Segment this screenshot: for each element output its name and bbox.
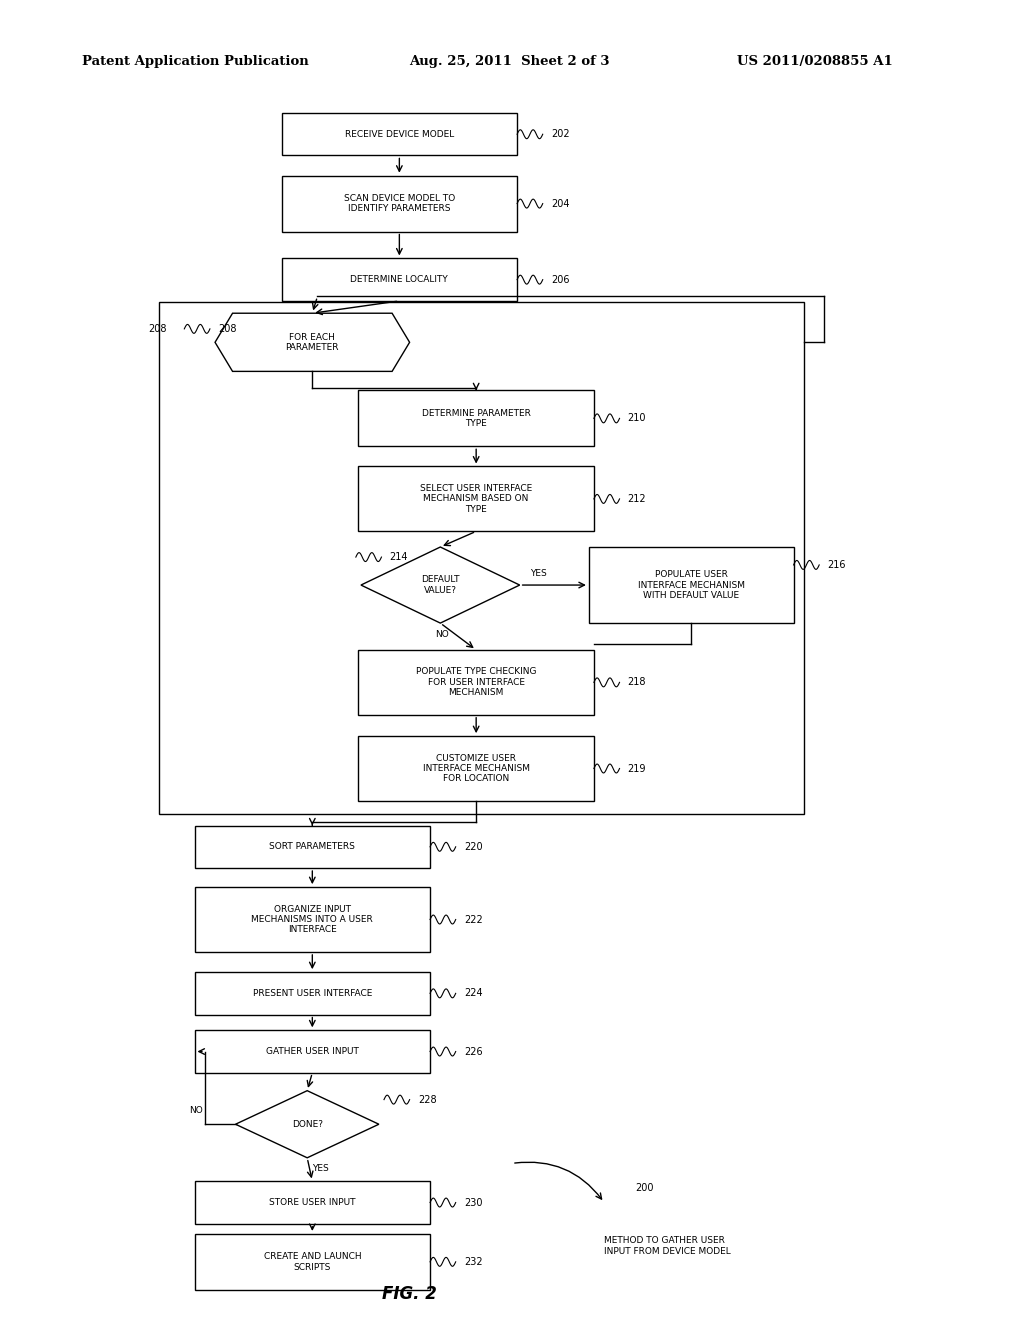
Text: DEFAULT
VALUE?: DEFAULT VALUE? <box>421 576 460 595</box>
FancyBboxPatch shape <box>282 259 517 301</box>
Polygon shape <box>236 1090 379 1158</box>
Text: NO: NO <box>435 630 449 639</box>
Text: 210: 210 <box>628 413 646 424</box>
FancyBboxPatch shape <box>358 737 594 801</box>
Text: CUSTOMIZE USER
INTERFACE MECHANISM
FOR LOCATION: CUSTOMIZE USER INTERFACE MECHANISM FOR L… <box>423 754 529 783</box>
Text: 222: 222 <box>464 915 482 924</box>
Text: GATHER USER INPUT: GATHER USER INPUT <box>266 1047 358 1056</box>
FancyBboxPatch shape <box>358 649 594 715</box>
Text: 202: 202 <box>551 129 569 139</box>
Text: 212: 212 <box>628 494 646 504</box>
FancyBboxPatch shape <box>195 972 430 1015</box>
Text: STORE USER INPUT: STORE USER INPUT <box>269 1199 355 1206</box>
Text: 214: 214 <box>389 552 409 562</box>
Text: SORT PARAMETERS: SORT PARAMETERS <box>269 842 355 851</box>
Text: NO: NO <box>189 1106 203 1115</box>
Text: 206: 206 <box>551 275 569 285</box>
FancyBboxPatch shape <box>195 1181 430 1224</box>
Text: 224: 224 <box>464 989 482 998</box>
Text: 218: 218 <box>628 677 646 688</box>
Text: POPULATE USER
INTERFACE MECHANISM
WITH DEFAULT VALUE: POPULATE USER INTERFACE MECHANISM WITH D… <box>638 570 744 601</box>
Text: YES: YES <box>312 1164 329 1173</box>
FancyBboxPatch shape <box>589 546 794 623</box>
FancyBboxPatch shape <box>195 1031 430 1073</box>
FancyBboxPatch shape <box>282 114 517 156</box>
Text: 200: 200 <box>635 1183 653 1193</box>
Text: PRESENT USER INTERFACE: PRESENT USER INTERFACE <box>253 989 372 998</box>
Text: 208: 208 <box>148 323 167 334</box>
FancyBboxPatch shape <box>282 176 517 231</box>
Polygon shape <box>360 546 519 623</box>
Text: SCAN DEVICE MODEL TO
IDENTIFY PARAMETERS: SCAN DEVICE MODEL TO IDENTIFY PARAMETERS <box>344 194 455 214</box>
Text: 204: 204 <box>551 198 569 209</box>
Text: 216: 216 <box>827 560 846 570</box>
Text: 232: 232 <box>464 1257 482 1267</box>
Text: DONE?: DONE? <box>292 1119 323 1129</box>
Text: FIG. 2: FIG. 2 <box>382 1286 437 1303</box>
Text: 208: 208 <box>218 323 237 334</box>
Text: SELECT USER INTERFACE
MECHANISM BASED ON
TYPE: SELECT USER INTERFACE MECHANISM BASED ON… <box>420 484 532 513</box>
FancyBboxPatch shape <box>358 466 594 532</box>
Text: YES: YES <box>530 569 547 578</box>
Text: 219: 219 <box>628 763 646 774</box>
Text: METHOD TO GATHER USER
INPUT FROM DEVICE MODEL: METHOD TO GATHER USER INPUT FROM DEVICE … <box>604 1236 731 1255</box>
Text: ORGANIZE INPUT
MECHANISMS INTO A USER
INTERFACE: ORGANIZE INPUT MECHANISMS INTO A USER IN… <box>252 904 373 935</box>
Text: FOR EACH
PARAMETER: FOR EACH PARAMETER <box>286 333 339 352</box>
Text: DETERMINE LOCALITY: DETERMINE LOCALITY <box>350 275 449 284</box>
Text: 228: 228 <box>418 1094 436 1105</box>
Polygon shape <box>215 313 410 371</box>
Text: Aug. 25, 2011  Sheet 2 of 3: Aug. 25, 2011 Sheet 2 of 3 <box>410 55 610 69</box>
Text: RECEIVE DEVICE MODEL: RECEIVE DEVICE MODEL <box>345 129 454 139</box>
Text: 220: 220 <box>464 842 482 851</box>
FancyBboxPatch shape <box>358 391 594 446</box>
FancyBboxPatch shape <box>195 887 430 952</box>
Text: 226: 226 <box>464 1047 482 1056</box>
FancyBboxPatch shape <box>195 825 430 869</box>
Text: DETERMINE PARAMETER
TYPE: DETERMINE PARAMETER TYPE <box>422 409 530 428</box>
Text: US 2011/0208855 A1: US 2011/0208855 A1 <box>737 55 893 69</box>
Text: 230: 230 <box>464 1197 482 1208</box>
FancyBboxPatch shape <box>195 1234 430 1290</box>
Text: POPULATE TYPE CHECKING
FOR USER INTERFACE
MECHANISM: POPULATE TYPE CHECKING FOR USER INTERFAC… <box>416 668 537 697</box>
Text: CREATE AND LAUNCH
SCRIPTS: CREATE AND LAUNCH SCRIPTS <box>263 1253 361 1271</box>
Text: Patent Application Publication: Patent Application Publication <box>82 55 308 69</box>
